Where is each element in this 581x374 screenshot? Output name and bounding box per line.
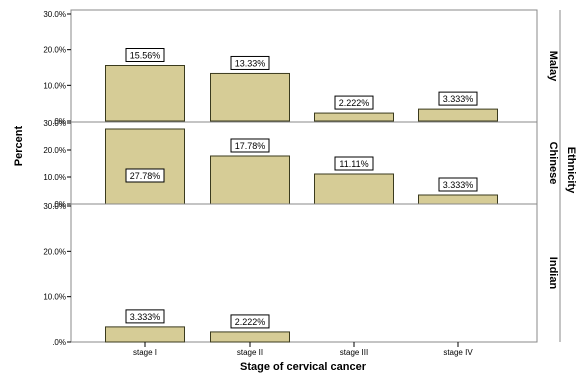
y-tick-label: 20.0% xyxy=(43,146,66,155)
panel-chinese: 30.0% 20.0% 10.0% .0% 27.78% 17.78% 11.11% 3.33… xyxy=(43,119,559,209)
data-label: 13.33% xyxy=(235,58,266,68)
bar-chinese-2 xyxy=(210,155,290,205)
y-tick-label: 10.0% xyxy=(43,81,66,90)
data-label: 2.222% xyxy=(235,317,266,327)
data-label-box xyxy=(334,95,374,110)
bar-malay-1 xyxy=(105,65,185,122)
data-label: 27.78% xyxy=(130,171,161,181)
data-label: 11.11% xyxy=(339,159,368,169)
y-tick-label: 30.0% xyxy=(43,10,66,19)
data-label-box xyxy=(125,168,165,183)
bar-indian-1 xyxy=(105,326,185,343)
data-label-box xyxy=(334,156,374,171)
data-label: 2.222% xyxy=(339,98,370,108)
bar-chinese-1 xyxy=(105,128,185,205)
x-tick-label: stage IV xyxy=(443,348,473,357)
x-tick-label: stage III xyxy=(340,348,368,357)
data-label-box xyxy=(230,314,270,329)
bar-indian-2 xyxy=(210,331,290,343)
y-tick-label: 20.0% xyxy=(43,247,66,256)
bar-malay-4 xyxy=(418,108,498,122)
x-axis-title: Stage of cervical cancer xyxy=(240,361,367,373)
y-axis-title: Percent xyxy=(13,125,25,166)
y-tick-label: 30.0% xyxy=(43,119,66,128)
data-label: 3.333% xyxy=(443,94,474,104)
facet-label-chinese: Chinese xyxy=(547,142,559,185)
data-label-box xyxy=(230,55,270,70)
bar-chinese-3 xyxy=(314,173,394,205)
bar-malay-3 xyxy=(314,112,394,122)
y-tick-label: 10.0% xyxy=(43,173,66,182)
y-tick-label: .0% xyxy=(52,338,66,347)
facet-label-malay: Malay xyxy=(547,51,559,82)
x-tick-label: stage I xyxy=(133,348,157,357)
panel-frame xyxy=(70,203,538,343)
data-label-box xyxy=(230,138,270,153)
y-tick-label: .0% xyxy=(52,117,66,126)
panels-group: 30.0% 20.0% 10.0% .0% 15.56% 13.33% 2.222% 3.33… xyxy=(43,9,561,347)
y-tick-label: 30.0% xyxy=(43,202,66,211)
x-tick-label: stage II xyxy=(237,348,263,357)
data-label: 15.56% xyxy=(130,51,161,61)
facet-label-indian: Indian xyxy=(547,257,559,290)
panel-malay: 30.0% 20.0% 10.0% .0% 15.56% 13.33% 2.222% 3.33… xyxy=(43,9,559,126)
y-tick-label: .0% xyxy=(52,200,66,209)
panel-indian: 30.0% 20.0% 10.0% .0% 3.333% 2.222% Indian xyxy=(43,202,559,347)
data-label-box xyxy=(438,177,478,192)
bar-malay-2 xyxy=(210,72,290,122)
data-label-box xyxy=(438,91,478,106)
y-tick-label: 20.0% xyxy=(43,46,66,55)
data-label: 3.333% xyxy=(130,312,161,322)
data-label-box xyxy=(125,309,165,324)
bar-chinese-4 xyxy=(418,194,498,205)
facet-axis-title: Ethnicity xyxy=(565,147,577,194)
x-axis: stage I stage II stage III stage IV xyxy=(133,342,473,357)
data-label-box xyxy=(125,48,165,63)
data-label: 3.333% xyxy=(443,180,474,190)
data-label: 17.78% xyxy=(235,141,266,151)
y-tick-label: 10.0% xyxy=(43,293,66,302)
